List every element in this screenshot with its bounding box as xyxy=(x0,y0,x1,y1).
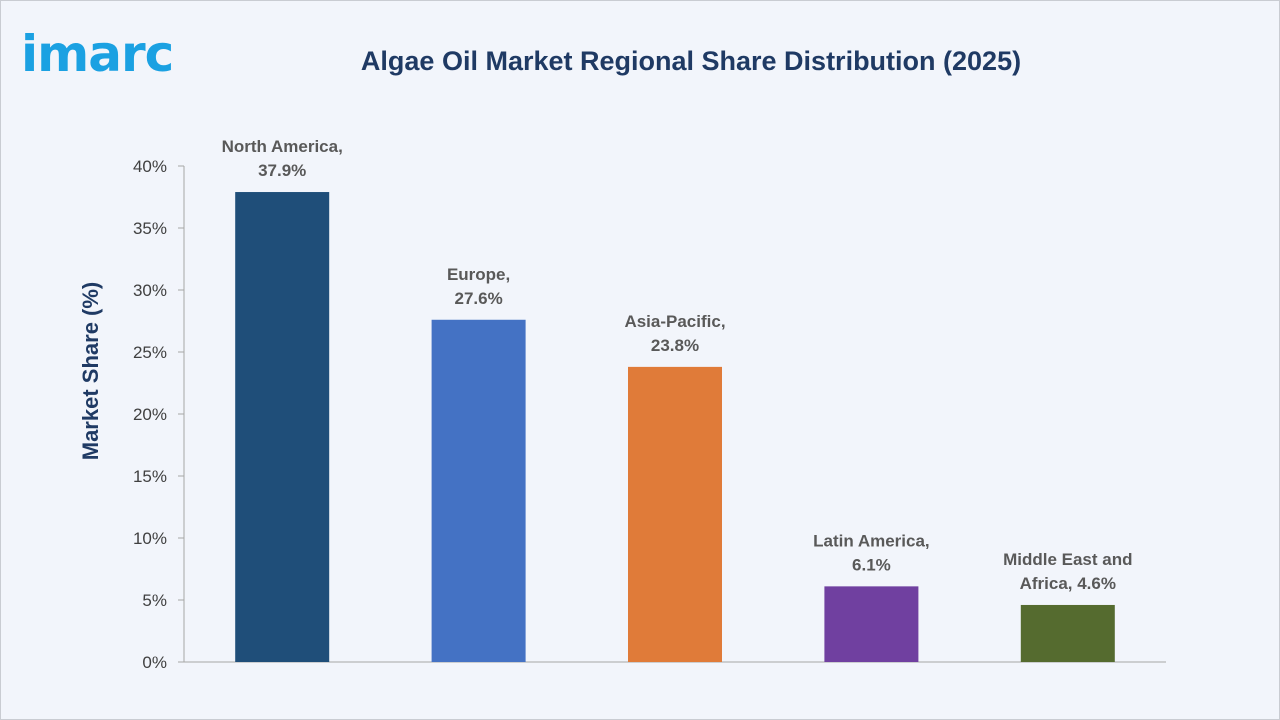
y-tick-label: 15% xyxy=(133,467,167,486)
y-tick-label: 25% xyxy=(133,343,167,362)
data-label: Europe, xyxy=(447,265,510,284)
chart-title: Algae Oil Market Regional Share Distribu… xyxy=(360,46,1022,76)
data-label: Latin America, xyxy=(813,531,930,550)
y-tick-label: 40% xyxy=(133,157,167,176)
data-label: 27.6% xyxy=(454,289,502,308)
data-label: 6.1% xyxy=(852,555,891,574)
y-tick-label: 10% xyxy=(133,529,167,548)
y-tick-label: 20% xyxy=(133,405,167,424)
bar xyxy=(1020,604,1115,662)
data-label: 23.8% xyxy=(651,336,699,355)
data-label: 37.9% xyxy=(258,161,306,180)
bar xyxy=(235,192,330,663)
data-label: Middle East and xyxy=(1003,550,1132,569)
data-label: Africa, 4.6% xyxy=(1020,574,1116,593)
y-axis-title: Market Share (%) xyxy=(78,282,103,461)
data-label: North America, xyxy=(222,137,343,156)
y-tick-label: 0% xyxy=(142,653,167,672)
bar xyxy=(824,586,919,662)
bar xyxy=(628,366,722,662)
imarc-logo: imarc xyxy=(21,25,174,83)
bar xyxy=(431,319,526,662)
y-tick-label: 5% xyxy=(142,591,167,610)
y-tick-label: 30% xyxy=(133,281,167,300)
data-label: Asia-Pacific, xyxy=(624,312,725,331)
y-tick-label: 35% xyxy=(133,219,167,238)
